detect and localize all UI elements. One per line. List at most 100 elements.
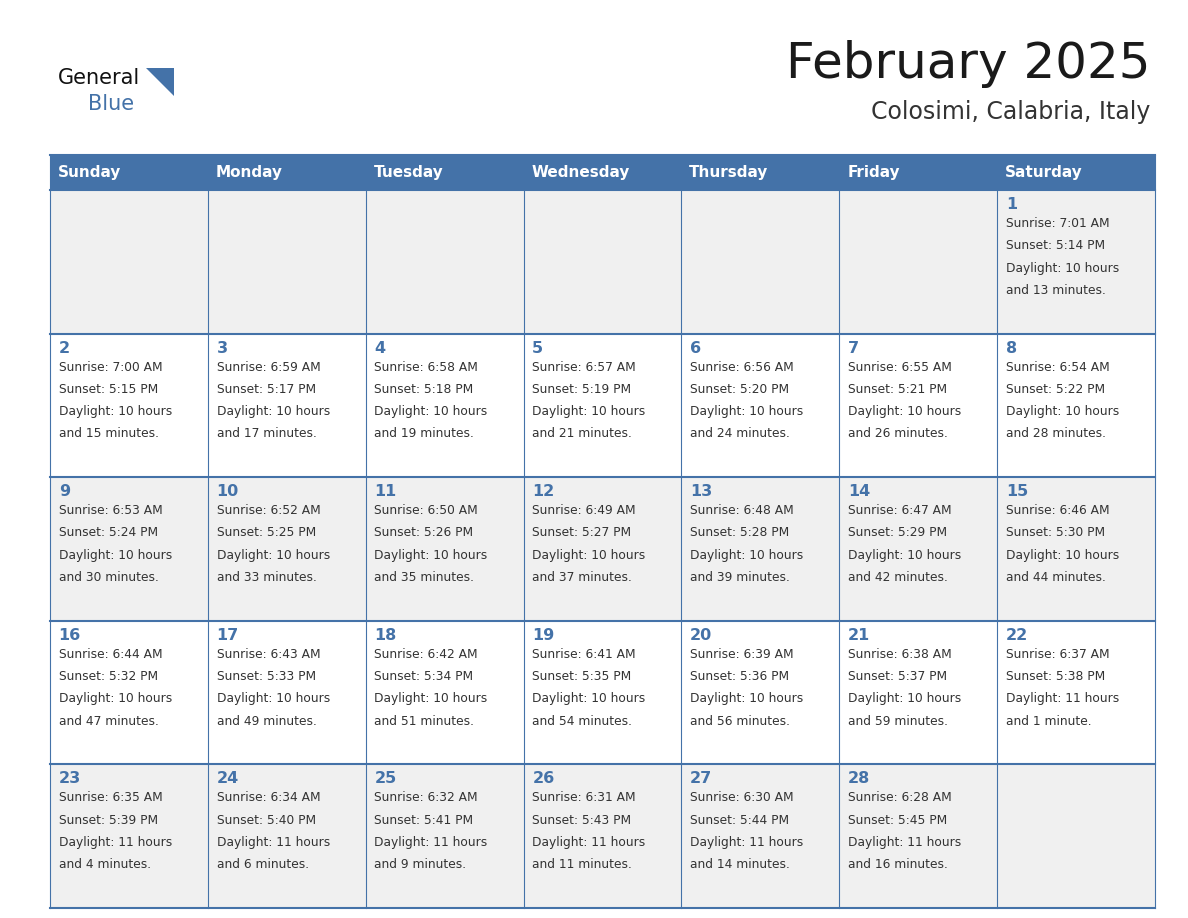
Text: Sunrise: 6:49 AM: Sunrise: 6:49 AM [532, 504, 636, 517]
Text: Sunrise: 6:31 AM: Sunrise: 6:31 AM [532, 791, 636, 804]
Text: Sunrise: 6:28 AM: Sunrise: 6:28 AM [848, 791, 952, 804]
Text: Daylight: 11 hours: Daylight: 11 hours [58, 836, 172, 849]
Text: Sunday: Sunday [58, 165, 121, 180]
Text: and 13 minutes.: and 13 minutes. [1006, 284, 1106, 297]
Text: Daylight: 10 hours: Daylight: 10 hours [690, 405, 803, 418]
Text: Sunset: 5:33 PM: Sunset: 5:33 PM [216, 670, 316, 683]
Bar [50, 621, 1155, 765]
Text: Sunset: 5:37 PM: Sunset: 5:37 PM [848, 670, 947, 683]
Text: Tuesday: Tuesday [373, 165, 443, 180]
Text: and 15 minutes.: and 15 minutes. [58, 428, 159, 441]
Text: Sunrise: 6:41 AM: Sunrise: 6:41 AM [532, 648, 636, 661]
Text: Sunrise: 6:39 AM: Sunrise: 6:39 AM [690, 648, 794, 661]
Text: 3: 3 [216, 341, 228, 355]
Text: Sunset: 5:15 PM: Sunset: 5:15 PM [58, 383, 158, 396]
Text: Sunrise: 7:01 AM: Sunrise: 7:01 AM [1006, 217, 1110, 230]
Text: Sunrise: 6:34 AM: Sunrise: 6:34 AM [216, 791, 320, 804]
Text: Sunrise: 6:54 AM: Sunrise: 6:54 AM [1006, 361, 1110, 374]
Text: 7: 7 [848, 341, 859, 355]
Text: Sunset: 5:35 PM: Sunset: 5:35 PM [532, 670, 632, 683]
Text: Daylight: 10 hours: Daylight: 10 hours [1006, 549, 1119, 562]
Text: Sunrise: 6:38 AM: Sunrise: 6:38 AM [848, 648, 952, 661]
Text: Daylight: 10 hours: Daylight: 10 hours [532, 405, 645, 418]
Text: 4: 4 [374, 341, 386, 355]
Text: Daylight: 10 hours: Daylight: 10 hours [216, 692, 330, 705]
Text: and 47 minutes.: and 47 minutes. [58, 714, 158, 728]
Text: Sunset: 5:14 PM: Sunset: 5:14 PM [1006, 240, 1105, 252]
Text: Daylight: 10 hours: Daylight: 10 hours [848, 692, 961, 705]
Text: and 9 minutes.: and 9 minutes. [374, 858, 467, 871]
Text: and 24 minutes.: and 24 minutes. [690, 428, 790, 441]
Text: and 16 minutes.: and 16 minutes. [848, 858, 948, 871]
Text: 13: 13 [690, 484, 713, 499]
Text: Monday: Monday [216, 165, 283, 180]
Text: Saturday: Saturday [1005, 165, 1082, 180]
Text: Daylight: 10 hours: Daylight: 10 hours [58, 405, 172, 418]
Bar [50, 190, 1155, 333]
Text: Daylight: 10 hours: Daylight: 10 hours [374, 405, 487, 418]
Text: Daylight: 11 hours: Daylight: 11 hours [374, 836, 487, 849]
Bar [50, 155, 1155, 190]
Text: 16: 16 [58, 628, 81, 643]
Text: Daylight: 10 hours: Daylight: 10 hours [374, 549, 487, 562]
Text: and 35 minutes.: and 35 minutes. [374, 571, 474, 584]
Text: Daylight: 10 hours: Daylight: 10 hours [532, 692, 645, 705]
Text: 9: 9 [58, 484, 70, 499]
Text: Sunset: 5:20 PM: Sunset: 5:20 PM [690, 383, 789, 396]
Text: 19: 19 [532, 628, 555, 643]
Bar [50, 477, 1155, 621]
Text: Sunrise: 6:57 AM: Sunrise: 6:57 AM [532, 361, 636, 374]
Text: Sunset: 5:41 PM: Sunset: 5:41 PM [374, 813, 474, 826]
Text: and 28 minutes.: and 28 minutes. [1006, 428, 1106, 441]
Text: Daylight: 10 hours: Daylight: 10 hours [58, 549, 172, 562]
Text: Daylight: 11 hours: Daylight: 11 hours [848, 836, 961, 849]
Text: 12: 12 [532, 484, 555, 499]
Text: Sunrise: 6:47 AM: Sunrise: 6:47 AM [848, 504, 952, 517]
Text: and 33 minutes.: and 33 minutes. [216, 571, 316, 584]
Text: 23: 23 [58, 771, 81, 787]
Text: Colosimi, Calabria, Italy: Colosimi, Calabria, Italy [871, 100, 1150, 124]
Text: Sunset: 5:25 PM: Sunset: 5:25 PM [216, 526, 316, 540]
Bar [50, 765, 1155, 908]
Text: and 37 minutes.: and 37 minutes. [532, 571, 632, 584]
Text: Sunrise: 6:30 AM: Sunrise: 6:30 AM [690, 791, 794, 804]
Text: Sunset: 5:21 PM: Sunset: 5:21 PM [848, 383, 947, 396]
Text: Daylight: 10 hours: Daylight: 10 hours [216, 405, 330, 418]
Text: Sunset: 5:18 PM: Sunset: 5:18 PM [374, 383, 474, 396]
Text: 27: 27 [690, 771, 713, 787]
Text: Sunrise: 6:46 AM: Sunrise: 6:46 AM [1006, 504, 1110, 517]
Text: Sunset: 5:17 PM: Sunset: 5:17 PM [216, 383, 316, 396]
Text: Daylight: 10 hours: Daylight: 10 hours [690, 549, 803, 562]
Text: Sunset: 5:24 PM: Sunset: 5:24 PM [58, 526, 158, 540]
Text: Thursday: Thursday [689, 165, 769, 180]
Text: Sunset: 5:39 PM: Sunset: 5:39 PM [58, 813, 158, 826]
Text: and 26 minutes.: and 26 minutes. [848, 428, 948, 441]
Text: Blue: Blue [88, 94, 134, 114]
Text: and 59 minutes.: and 59 minutes. [848, 714, 948, 728]
Text: Sunset: 5:28 PM: Sunset: 5:28 PM [690, 526, 789, 540]
Text: and 19 minutes.: and 19 minutes. [374, 428, 474, 441]
Text: Sunrise: 6:58 AM: Sunrise: 6:58 AM [374, 361, 479, 374]
Text: and 1 minute.: and 1 minute. [1006, 714, 1092, 728]
Text: and 42 minutes.: and 42 minutes. [848, 571, 948, 584]
Text: Sunset: 5:36 PM: Sunset: 5:36 PM [690, 670, 789, 683]
Text: 5: 5 [532, 341, 543, 355]
Text: Sunset: 5:38 PM: Sunset: 5:38 PM [1006, 670, 1105, 683]
Text: Daylight: 10 hours: Daylight: 10 hours [1006, 262, 1119, 274]
Text: Sunset: 5:32 PM: Sunset: 5:32 PM [58, 670, 158, 683]
Text: 11: 11 [374, 484, 397, 499]
Polygon shape [146, 68, 173, 96]
Text: 20: 20 [690, 628, 713, 643]
Text: and 39 minutes.: and 39 minutes. [690, 571, 790, 584]
Text: and 21 minutes.: and 21 minutes. [532, 428, 632, 441]
Text: Daylight: 11 hours: Daylight: 11 hours [690, 836, 803, 849]
Text: Sunset: 5:43 PM: Sunset: 5:43 PM [532, 813, 631, 826]
Text: and 30 minutes.: and 30 minutes. [58, 571, 158, 584]
Text: Sunset: 5:19 PM: Sunset: 5:19 PM [532, 383, 631, 396]
Text: Daylight: 11 hours: Daylight: 11 hours [1006, 692, 1119, 705]
Text: February 2025: February 2025 [785, 40, 1150, 88]
Text: Daylight: 10 hours: Daylight: 10 hours [532, 549, 645, 562]
Text: Sunset: 5:44 PM: Sunset: 5:44 PM [690, 813, 789, 826]
Text: Sunrise: 7:00 AM: Sunrise: 7:00 AM [58, 361, 163, 374]
Text: 10: 10 [216, 484, 239, 499]
